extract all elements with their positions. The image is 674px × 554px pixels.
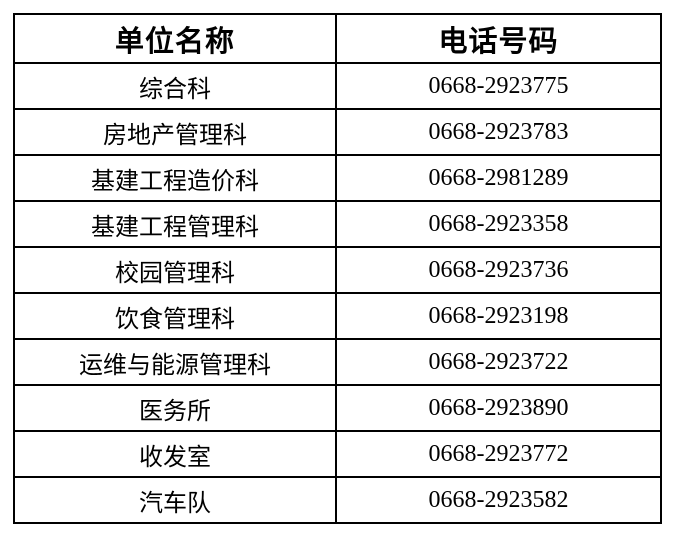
phone-number-cell: 0668-2923198 bbox=[335, 292, 662, 340]
table-row: 饮食管理科 0668-2923198 bbox=[13, 292, 662, 340]
column-header-unit-name: 单位名称 bbox=[13, 13, 337, 64]
phone-number-cell: 0668-2923772 bbox=[335, 430, 662, 478]
phone-number-cell: 0668-2923736 bbox=[335, 246, 662, 294]
table-row: 汽车队 0668-2923582 bbox=[13, 476, 662, 524]
phone-number-cell: 0668-2981289 bbox=[335, 154, 662, 202]
unit-name-cell: 汽车队 bbox=[13, 476, 337, 524]
phone-number-cell: 0668-2923775 bbox=[335, 62, 662, 110]
table-row: 运维与能源管理科 0668-2923722 bbox=[13, 338, 662, 386]
unit-name-cell: 基建工程管理科 bbox=[13, 200, 337, 248]
table-row: 基建工程造价科 0668-2981289 bbox=[13, 154, 662, 202]
table-row: 校园管理科 0668-2923736 bbox=[13, 246, 662, 294]
phone-directory-table: 单位名称 电话号码 综合科 0668-2923775 房地产管理科 0668-2… bbox=[13, 13, 662, 524]
unit-name-cell: 基建工程造价科 bbox=[13, 154, 337, 202]
unit-name-cell: 饮食管理科 bbox=[13, 292, 337, 340]
table-row: 医务所 0668-2923890 bbox=[13, 384, 662, 432]
table-row: 基建工程管理科 0668-2923358 bbox=[13, 200, 662, 248]
unit-name-cell: 房地产管理科 bbox=[13, 108, 337, 156]
phone-number-cell: 0668-2923783 bbox=[335, 108, 662, 156]
header-row: 单位名称 电话号码 bbox=[13, 13, 662, 64]
column-header-phone-number: 电话号码 bbox=[335, 13, 662, 64]
unit-name-cell: 综合科 bbox=[13, 62, 337, 110]
table-row: 房地产管理科 0668-2923783 bbox=[13, 108, 662, 156]
phone-number-cell: 0668-2923582 bbox=[335, 476, 662, 524]
unit-name-cell: 医务所 bbox=[13, 384, 337, 432]
unit-name-cell: 收发室 bbox=[13, 430, 337, 478]
unit-name-cell: 运维与能源管理科 bbox=[13, 338, 337, 386]
phone-number-cell: 0668-2923890 bbox=[335, 384, 662, 432]
phone-number-cell: 0668-2923358 bbox=[335, 200, 662, 248]
unit-name-cell: 校园管理科 bbox=[13, 246, 337, 294]
table-row: 综合科 0668-2923775 bbox=[13, 62, 662, 110]
table-row: 收发室 0668-2923772 bbox=[13, 430, 662, 478]
phone-number-cell: 0668-2923722 bbox=[335, 338, 662, 386]
